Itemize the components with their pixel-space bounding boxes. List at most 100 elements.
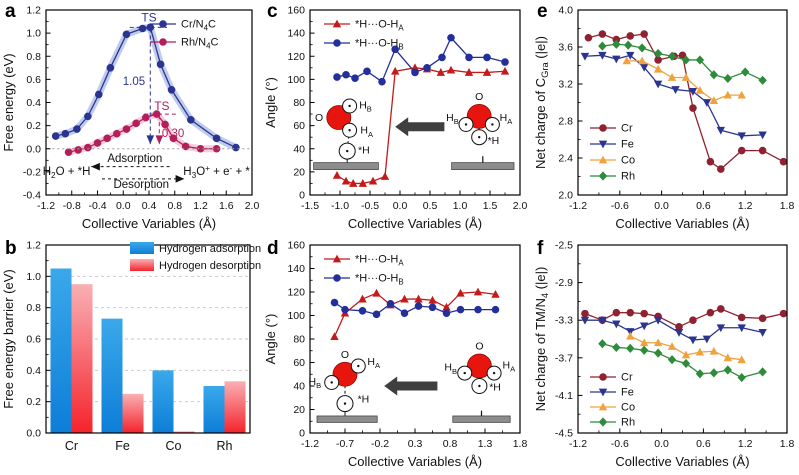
svg-text:40: 40: [293, 381, 305, 393]
svg-text:160: 160: [287, 240, 305, 252]
svg-text:HA: HA: [360, 125, 374, 139]
svg-text:1.2: 1.2: [738, 200, 753, 212]
svg-text:-0.7: -0.7: [336, 438, 354, 450]
svg-text:Co: Co: [621, 402, 635, 414]
panel-e-letter: e: [537, 1, 548, 22]
svg-text:0.6: 0.6: [696, 200, 711, 212]
svg-text:100: 100: [287, 74, 305, 86]
svg-text:Cr: Cr: [621, 372, 633, 384]
svg-text:Fe: Fe: [621, 139, 634, 151]
svg-text:HB: HB: [309, 376, 322, 390]
panel-c: c O HB HA *H O HB HA *H -1.5 -1.0 -0.5 0.0 0.5 1.0 1.5…: [262, 0, 532, 237]
panel-a-chart: TS TS 1.05 0.30 H2O + *H H3O+ + e- + * Adsorpt…: [1, 5, 259, 232]
svg-text:Fe: Fe: [621, 387, 634, 399]
panel-f-plot: [577, 244, 788, 434]
svg-text:1.2: 1.2: [26, 240, 41, 252]
svg-text:1.0: 1.0: [26, 271, 41, 283]
svg-text:-2.9: -2.9: [555, 277, 573, 289]
panel-b: b Cr Fe Co Rh 0.0 0.2 0.4 0.6 0.8 1.0 1.2 Free ener…: [0, 237, 262, 475]
axes: -1.2 -0.8 -0.4 0.0 0.4 0.8 1.2 1.6 2.0 -0.4 -0.2 0.…: [1, 5, 259, 232]
svg-text:2.8: 2.8: [558, 116, 573, 128]
svg-text:0.2: 0.2: [26, 396, 41, 408]
panel-f: f -1.2 -0.6 0.0 0.6 1.2 1.8 -4.5 -4.1 -3.7 -3.3 -2…: [532, 237, 799, 475]
svg-text:Cr: Cr: [65, 439, 78, 453]
legend: Cr Fe Co Rh: [590, 372, 635, 429]
svg-text:2.4: 2.4: [558, 153, 573, 165]
svg-text:1.6: 1.6: [219, 200, 234, 212]
svg-text:-1.2: -1.2: [301, 438, 319, 450]
svg-text:Rh: Rh: [217, 439, 233, 453]
svg-text:20: 20: [293, 404, 305, 416]
panel-a-letter: a: [5, 1, 16, 22]
series--h-o-h-b-: [333, 33, 509, 86]
bars-hydrogen-desorption: [71, 284, 246, 433]
svg-text:Collective Variables (Å): Collective Variables (Å): [348, 454, 482, 469]
bars-hydrogen-adsorption: [50, 268, 225, 433]
svg-text:2.0: 2.0: [513, 200, 528, 212]
svg-text:H3O+ + e- + *: H3O+ + e- + *: [183, 164, 250, 180]
svg-text:Free energy barrier (eV): Free energy barrier (eV): [1, 269, 16, 408]
svg-text:*H: *H: [358, 393, 370, 405]
svg-text:-1.2: -1.2: [569, 438, 587, 450]
svg-text:60: 60: [293, 357, 305, 369]
svg-text:HA: HA: [503, 359, 517, 373]
svg-text:80: 80: [293, 334, 305, 346]
svg-text:-0.6: -0.6: [611, 438, 629, 450]
svg-text:0: 0: [299, 190, 305, 202]
axes: 0.0 0.2 0.4 0.6 0.8 1.0 1.2 Free energy barrier…: [1, 240, 51, 440]
svg-text:0.6: 0.6: [26, 334, 41, 346]
svg-text:1.3: 1.3: [478, 438, 493, 450]
svg-text:-0.2: -0.2: [371, 438, 389, 450]
series-co: [626, 331, 746, 364]
svg-text:0.8: 0.8: [26, 51, 41, 63]
svg-text:O: O: [475, 341, 483, 353]
series-cr-n-4-c: [51, 23, 240, 152]
panel-f-chart: -1.2 -0.6 0.0 0.6 1.2 1.8 -4.5 -4.1 -3.7 -3.3 -2.9…: [533, 240, 795, 470]
svg-text:Free energy (eV): Free energy (eV): [1, 53, 16, 151]
svg-text:Net charge of TM/N4 (|e|): Net charge of TM/N4 (|e|): [533, 267, 550, 412]
svg-text:Cr: Cr: [621, 123, 633, 135]
svg-text:-0.6: -0.6: [611, 200, 629, 212]
svg-text:120: 120: [287, 287, 305, 299]
svg-text:80: 80: [293, 97, 305, 109]
svg-text:140: 140: [287, 28, 305, 40]
svg-text:1.0: 1.0: [26, 28, 41, 40]
svg-text:-3.3: -3.3: [555, 315, 573, 327]
svg-text:Hydrogen adsorption: Hydrogen adsorption: [159, 243, 261, 255]
legend: Hydrogen adsorption Hydrogen desorption: [130, 242, 261, 272]
svg-text:Collective Variables (Å): Collective Variables (Å): [615, 216, 749, 231]
svg-text:Desorption: Desorption: [113, 179, 169, 191]
svg-text:1.2: 1.2: [738, 438, 753, 450]
svg-text:*H: *H: [489, 382, 501, 394]
axes: -1.2 -0.7 -0.2 0.3 0.8 1.3 1.8 0 20 40 60 80 100 120 1…: [263, 240, 527, 470]
svg-text:1.2: 1.2: [193, 200, 208, 212]
svg-text:1.8: 1.8: [780, 438, 795, 450]
svg-text:-0.8: -0.8: [63, 200, 81, 212]
surface-slab: [452, 415, 511, 423]
svg-text:0.8: 0.8: [26, 302, 41, 314]
surface-slab: [316, 415, 378, 423]
svg-text:0.3: 0.3: [408, 438, 423, 450]
svg-text:Collective Variables (Å): Collective Variables (Å): [82, 216, 216, 231]
svg-text:HB: HB: [446, 112, 459, 126]
svg-text:0.4: 0.4: [26, 97, 41, 109]
svg-text:100: 100: [287, 310, 305, 322]
legend: Cr Fe Co Rh: [590, 123, 635, 183]
panel-d-letter: d: [267, 238, 279, 259]
svg-text:Angle (°): Angle (°): [263, 314, 278, 365]
svg-text:0.8: 0.8: [167, 200, 182, 212]
svg-text:140: 140: [287, 263, 305, 275]
svg-text:*H···O-HB: *H···O-HB: [355, 38, 404, 52]
panel-b-letter: b: [5, 238, 17, 259]
panel-a-plot: TS TS 1.05 0.30 H2O + *H H3O+ + e- + * Adsorpt…: [43, 9, 253, 196]
svg-text:1.8: 1.8: [780, 200, 795, 212]
legend: Cr/N4C Rh/N4C: [150, 19, 218, 51]
svg-text:0.4: 0.4: [26, 365, 41, 377]
svg-text:Hydrogen desorption: Hydrogen desorption: [159, 260, 261, 272]
svg-text:3.6: 3.6: [558, 42, 573, 54]
oxygen-atom: [332, 361, 358, 387]
svg-text:Rh: Rh: [621, 417, 635, 429]
svg-text:4.0: 4.0: [558, 5, 573, 17]
